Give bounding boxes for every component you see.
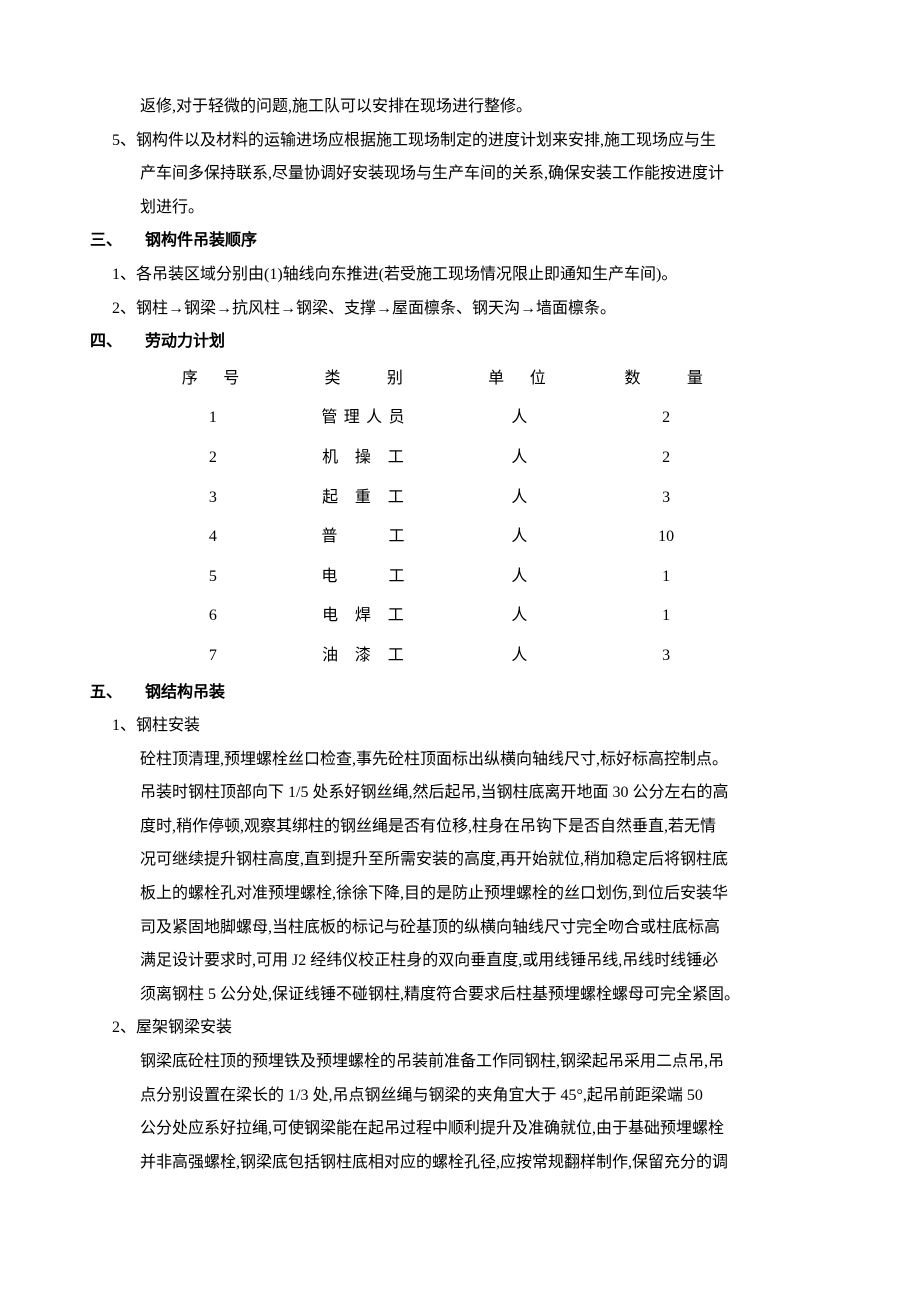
cell-unit: 人 bbox=[456, 557, 582, 597]
cell-category: 普 工 bbox=[276, 517, 457, 557]
labor-table: 序 号 类 别 单 位 数 量 1管理人员人22机 操 工人23起 重 工人34… bbox=[150, 359, 750, 676]
cell-seq: 2 bbox=[150, 438, 276, 478]
sub-1-p5: 板上的螺栓孔对准预埋螺栓,徐徐下降,目的是防止预埋螺栓的丝口划伤,到位后安装华 bbox=[90, 877, 830, 911]
section-3-num: 三、 bbox=[90, 224, 145, 258]
cell-qty: 1 bbox=[582, 596, 750, 636]
sub-1-heading: 1、钢柱安装 bbox=[90, 709, 830, 743]
section-3-heading: 三、钢构件吊装顺序 bbox=[90, 224, 830, 258]
sub-1-p8: 须离钢柱 5 公分处,保证线锤不碰钢柱,精度符合要求后柱基预埋螺栓螺母可完全紧固… bbox=[90, 978, 830, 1012]
sub-1-p1: 砼柱顶清理,预埋螺栓丝口检查,事先砼柱顶面标出纵横向轴线尺寸,标好标高控制点。 bbox=[90, 743, 830, 777]
table-row: 5电 工人1 bbox=[150, 557, 750, 597]
sub-2-p1: 钢梁底砼柱顶的预埋铁及预埋螺栓的吊装前准备工作同钢柱,钢梁起吊采用二点吊,吊 bbox=[90, 1045, 830, 1079]
sub-1-p2: 吊装时钢柱顶部向下 1/5 处系好钢丝绳,然后起吊,当钢柱底离开地面 30 公分… bbox=[90, 776, 830, 810]
cell-seq: 4 bbox=[150, 517, 276, 557]
table-row: 7油 漆 工人3 bbox=[150, 636, 750, 676]
table-header-qty: 数 量 bbox=[582, 359, 750, 399]
section-3-title: 钢构件吊装顺序 bbox=[145, 232, 257, 249]
table-header-row: 序 号 类 别 单 位 数 量 bbox=[150, 359, 750, 399]
cell-unit: 人 bbox=[456, 398, 582, 438]
sub-2-heading: 2、屋架钢梁安装 bbox=[90, 1011, 830, 1045]
table-header-seq: 序 号 bbox=[150, 359, 276, 399]
table-row: 3起 重 工人3 bbox=[150, 478, 750, 518]
cell-category: 机 操 工 bbox=[276, 438, 457, 478]
sub-2-p3: 公分处应系好拉绳,可使钢梁能在起吊过程中顺利提升及准确就位,由于基础预埋螺栓 bbox=[90, 1112, 830, 1146]
cell-qty: 3 bbox=[582, 478, 750, 518]
cell-seq: 3 bbox=[150, 478, 276, 518]
list-item-5-line2: 产车间多保持联系,尽量协调好安装现场与生产车间的关系,确保安装工作能按进度计 bbox=[90, 157, 830, 191]
cell-category: 管理人员 bbox=[276, 398, 457, 438]
labor-table-wrapper: 序 号 类 别 单 位 数 量 1管理人员人22机 操 工人23起 重 工人34… bbox=[90, 359, 830, 676]
table-row: 4普 工人10 bbox=[150, 517, 750, 557]
cell-seq: 1 bbox=[150, 398, 276, 438]
sub-2-p2: 点分别设置在梁长的 1/3 处,吊点钢丝绳与钢梁的夹角宜大于 45°,起吊前距梁… bbox=[90, 1079, 830, 1113]
cell-unit: 人 bbox=[456, 517, 582, 557]
cell-unit: 人 bbox=[456, 478, 582, 518]
list-item-5-line3: 划进行。 bbox=[90, 191, 830, 225]
sub-1-p4: 况可继续提升钢柱高度,直到提升至所需安装的高度,再开始就位,稍加稳定后将钢柱底 bbox=[90, 843, 830, 877]
table-header-category: 类 别 bbox=[276, 359, 457, 399]
table-row: 1管理人员人2 bbox=[150, 398, 750, 438]
section-5-title: 钢结构吊装 bbox=[145, 684, 225, 701]
cell-category: 油 漆 工 bbox=[276, 636, 457, 676]
cell-qty: 10 bbox=[582, 517, 750, 557]
cell-seq: 6 bbox=[150, 596, 276, 636]
cell-unit: 人 bbox=[456, 636, 582, 676]
list-item-5-line1: 5、钢构件以及材料的运输进场应根据施工现场制定的进度计划来安排,施工现场应与生 bbox=[90, 124, 830, 158]
section-4-heading: 四、劳动力计划 bbox=[90, 325, 830, 359]
cell-qty: 2 bbox=[582, 438, 750, 478]
paragraph-continuation: 返修,对于轻微的问题,施工队可以安排在现场进行整修。 bbox=[90, 90, 830, 124]
cell-unit: 人 bbox=[456, 438, 582, 478]
section-3-item-2: 2、钢柱→钢梁→抗风柱→钢梁、支撑→屋面檩条、钢天沟→墙面檩条。 bbox=[90, 292, 830, 326]
cell-qty: 1 bbox=[582, 557, 750, 597]
section-5-heading: 五、钢结构吊装 bbox=[90, 676, 830, 710]
sub-1-p7: 满足设计要求时,可用 J2 经纬仪校正柱身的双向垂直度,或用线锤吊线,吊线时线锤… bbox=[90, 944, 830, 978]
sub-2-p4: 并非高强螺栓,钢梁底包括钢柱底相对应的螺栓孔径,应按常规翻样制作,保留充分的调 bbox=[90, 1146, 830, 1180]
cell-category: 电 工 bbox=[276, 557, 457, 597]
cell-qty: 2 bbox=[582, 398, 750, 438]
cell-category: 电 焊 工 bbox=[276, 596, 457, 636]
table-row: 2机 操 工人2 bbox=[150, 438, 750, 478]
labor-table-body: 1管理人员人22机 操 工人23起 重 工人34普 工人105电 工人16电 焊… bbox=[150, 398, 750, 675]
sub-1-p6: 司及紧固地脚螺母,当柱底板的标记与砼基顶的纵横向轴线尺寸完全吻合或柱底标高 bbox=[90, 911, 830, 945]
sub-1-p3: 度时,稍作停顿,观察其绑柱的钢丝绳是否有位移,柱身在吊钩下是否自然垂直,若无情 bbox=[90, 810, 830, 844]
table-header-unit: 单 位 bbox=[456, 359, 582, 399]
cell-unit: 人 bbox=[456, 596, 582, 636]
cell-seq: 5 bbox=[150, 557, 276, 597]
cell-qty: 3 bbox=[582, 636, 750, 676]
table-row: 6电 焊 工人1 bbox=[150, 596, 750, 636]
cell-category: 起 重 工 bbox=[276, 478, 457, 518]
section-3-item-1: 1、各吊装区域分别由(1)轴线向东推进(若受施工现场情况限止即通知生产车间)。 bbox=[90, 258, 830, 292]
section-5-num: 五、 bbox=[90, 676, 145, 710]
section-4-title: 劳动力计划 bbox=[145, 333, 225, 350]
cell-seq: 7 bbox=[150, 636, 276, 676]
section-4-num: 四、 bbox=[90, 325, 145, 359]
